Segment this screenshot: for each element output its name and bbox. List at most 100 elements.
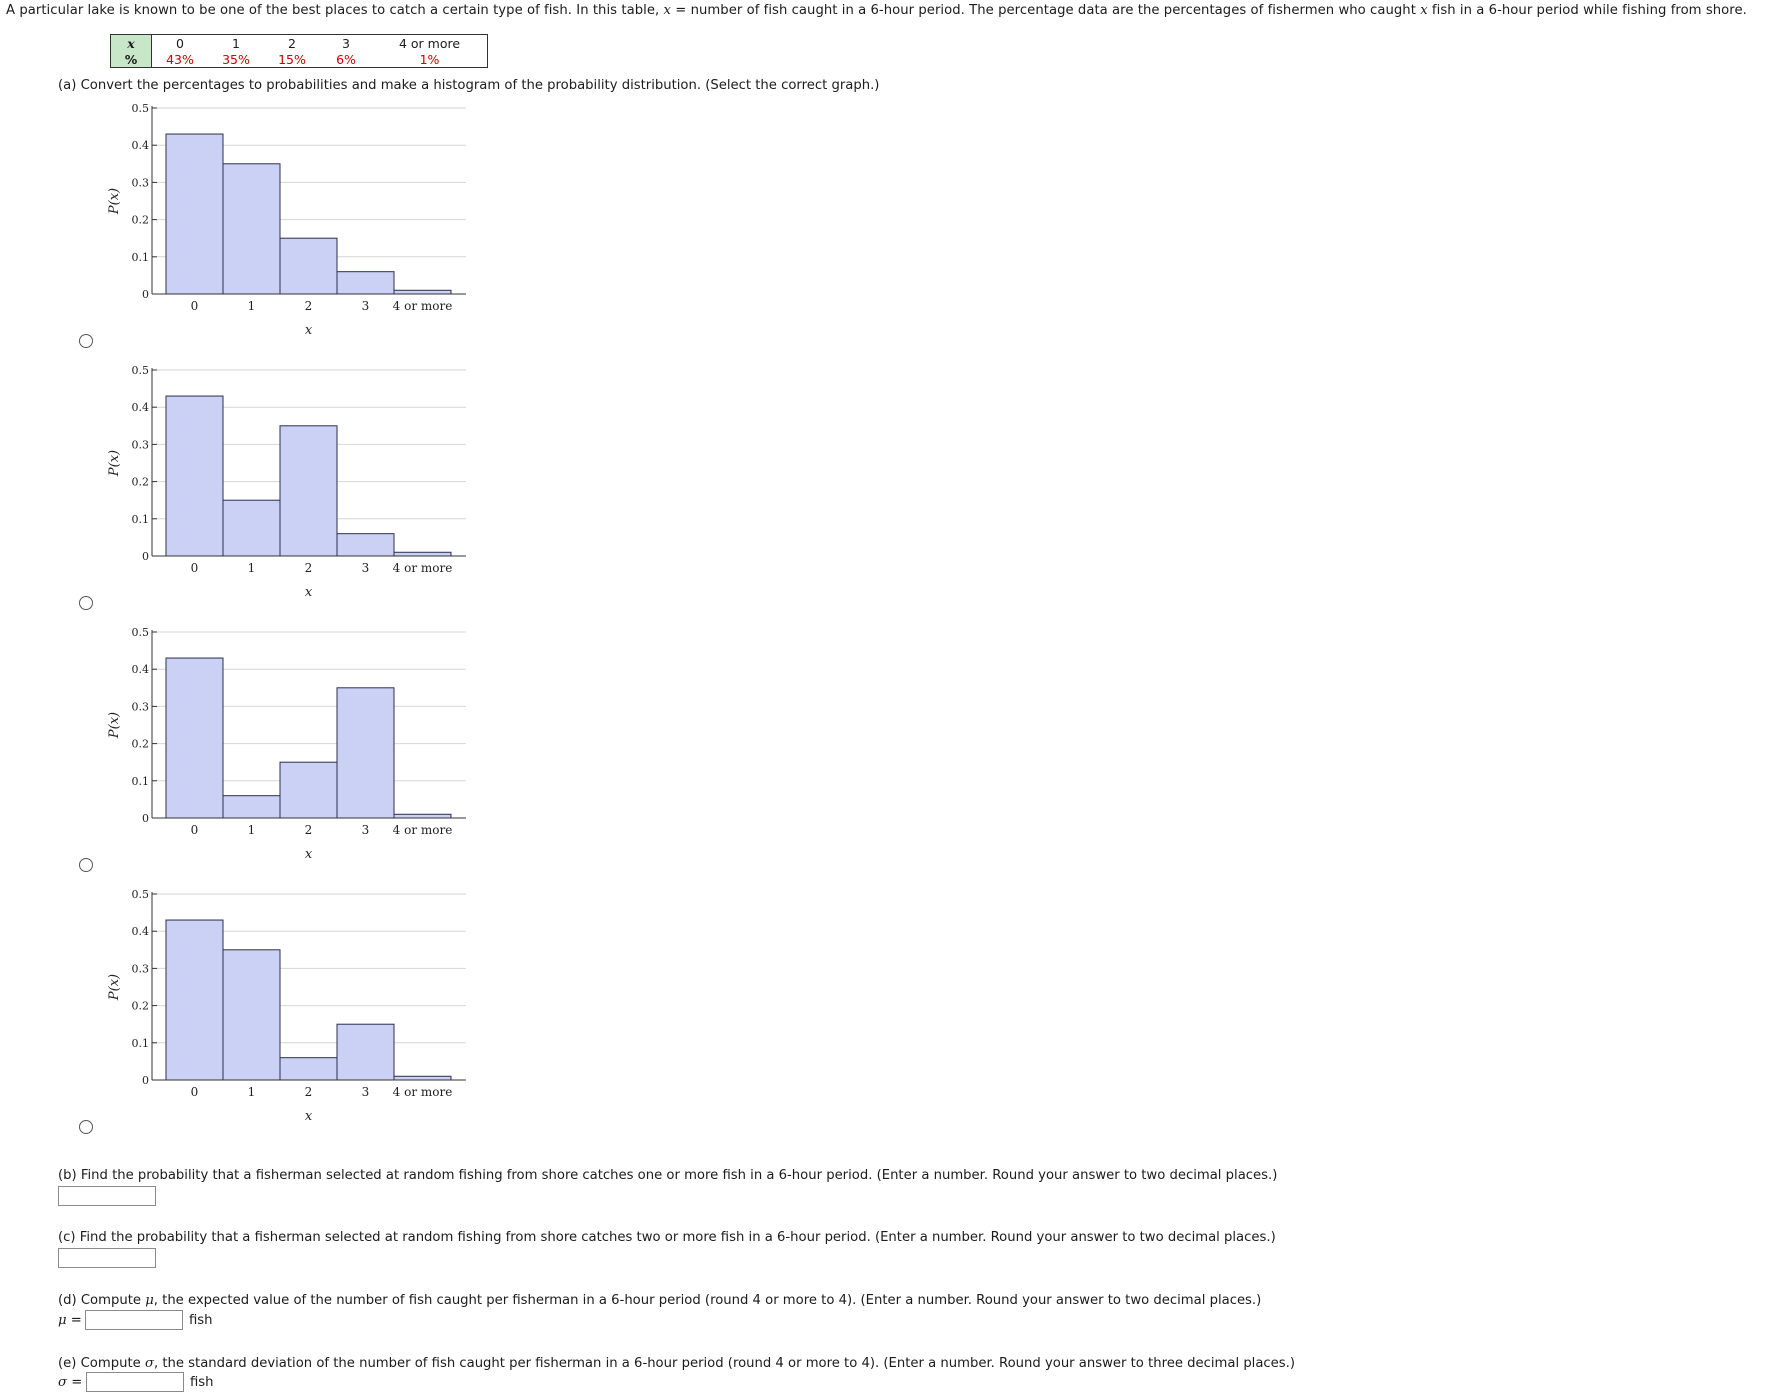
x-tick-label: 2 [305, 1085, 313, 1099]
y-tick-label: 0.5 [132, 888, 150, 901]
histogram-bar [165, 133, 224, 295]
percentage-table: x 0 1 2 3 4 or more % 43% 35% 15% 6% 1% [110, 34, 488, 68]
part-c-answer-input[interactable] [58, 1248, 156, 1268]
histogram-option-4: 0 0.1 0.2 0.3 0.4 0.5 0 1 2 3 4 or more x P(x) [107, 888, 466, 1124]
x-tick-label: 4 or more [393, 561, 453, 575]
x-tick-label: 0 [191, 561, 199, 575]
histogram-bar [336, 271, 395, 295]
intro-text: A particular lake is known to be one of … [6, 3, 1747, 18]
y-tick-label: 0.2 [132, 1000, 150, 1013]
part-d-prompt: (d) Compute μ, the expected value of the… [58, 1293, 1262, 1308]
y-tick-label: 0.3 [132, 700, 150, 713]
x-tick-label: 2 [305, 299, 313, 313]
x-tick-label: 1 [248, 561, 256, 575]
y-tick-label: 0 [142, 550, 149, 563]
histogram-bar [393, 813, 452, 819]
y-tick-label: 0.1 [132, 513, 150, 526]
x-tick-label: 4 or more [393, 1085, 453, 1099]
option-2-radio[interactable] [79, 596, 93, 610]
table-cell-x: 0 [151, 34, 208, 51]
x-tick-label: 3 [362, 823, 370, 837]
mu-unit: fish [189, 1313, 213, 1328]
histogram-bar [222, 499, 281, 557]
histogram-bar [165, 657, 224, 819]
option-3-radio[interactable] [79, 858, 93, 872]
y-tick-label: 0.3 [132, 176, 150, 189]
y-axis-label: P(x) [107, 450, 122, 477]
histogram-bar [279, 425, 338, 557]
histogram-bar [393, 1075, 452, 1081]
table-cell-percent: 6% [320, 51, 372, 68]
y-tick-label: 0.5 [132, 102, 150, 115]
y-tick-label: 0.2 [132, 214, 150, 227]
x-tick-label: 1 [248, 823, 256, 837]
mu-label: μ = [58, 1313, 82, 1328]
y-tick-label: 0.4 [132, 139, 150, 152]
y-axis-label: P(x) [107, 188, 122, 215]
x-tick-label: 2 [305, 561, 313, 575]
histogram-bar [279, 1057, 338, 1081]
histogram-bar [222, 795, 281, 819]
table-cell-x: 3 [320, 34, 372, 51]
y-tick-label: 0.5 [132, 364, 150, 377]
table-cell-x: 1 [208, 34, 264, 51]
mu-answer-input[interactable] [85, 1310, 183, 1330]
sigma-unit: fish [190, 1375, 214, 1390]
x-tick-label: 3 [362, 561, 370, 575]
x-tick-label: 0 [191, 823, 199, 837]
y-tick-label: 0.2 [132, 738, 150, 751]
x-axis-label: x [305, 585, 313, 600]
y-tick-label: 0.5 [132, 626, 150, 639]
table-header-x: x [110, 34, 152, 51]
x-tick-label: 3 [362, 1085, 370, 1099]
histogram-bar [222, 163, 281, 295]
part-c-prompt: (c) Find the probability that a fisherma… [58, 1230, 1276, 1245]
table-header-percent: % [110, 51, 152, 68]
y-tick-label: 0 [142, 812, 149, 825]
part-b-answer-input[interactable] [58, 1186, 156, 1206]
x-axis-label: x [305, 847, 313, 862]
histogram-bar [336, 1023, 395, 1081]
option-1-radio[interactable] [79, 334, 93, 348]
table-cell-x: 2 [264, 34, 320, 51]
table-cell-x: 4 or more [372, 34, 488, 51]
x-tick-label: 0 [191, 299, 199, 313]
histogram-option-2: 0 0.1 0.2 0.3 0.4 0.5 0 1 2 3 4 or more x P(x) [107, 364, 466, 600]
histogram-option-1: 0 0.1 0.2 0.3 0.4 0.5 0 1 2 3 4 or more x P(x) [107, 102, 466, 338]
histogram-bar [336, 687, 395, 819]
y-tick-label: 0.4 [132, 401, 150, 414]
x-tick-label: 1 [248, 1085, 256, 1099]
x-tick-label: 4 or more [393, 823, 453, 837]
table-row-x: x 0 1 2 3 4 or more [110, 34, 488, 51]
option-4-radio[interactable] [79, 1120, 93, 1134]
y-axis-label: P(x) [107, 974, 122, 1001]
sigma-symbol: σ [144, 1356, 154, 1371]
x-tick-label: 1 [248, 299, 256, 313]
x-axis-label: x [305, 323, 313, 338]
histogram-bar [279, 761, 338, 819]
mu-symbol: μ [145, 1293, 154, 1308]
histogram-bar [165, 919, 224, 1081]
histogram-bar [336, 533, 395, 557]
x-axis-label: x [305, 1109, 313, 1124]
part-e-prompt: (e) Compute σ, the standard deviation of… [58, 1356, 1296, 1371]
table-cell-percent: 43% [151, 51, 208, 68]
histogram-bar [393, 289, 452, 295]
y-tick-label: 0.1 [132, 1037, 150, 1050]
histogram-bar [165, 395, 224, 557]
y-tick-label: 0.3 [132, 438, 150, 451]
y-tick-label: 0.1 [132, 775, 150, 788]
x-tick-label: 0 [191, 1085, 199, 1099]
histogram-option-3: 0 0.1 0.2 0.3 0.4 0.5 0 1 2 3 4 or more x P(x) [107, 626, 466, 862]
table-cell-percent: 35% [208, 51, 264, 68]
y-tick-label: 0.3 [132, 962, 150, 975]
histogram-bar [393, 551, 452, 557]
sigma-answer-input[interactable] [86, 1372, 184, 1392]
x-tick-label: 4 or more [393, 299, 453, 313]
part-a-prompt: (a) Convert the percentages to probabili… [58, 78, 880, 93]
y-tick-label: 0 [142, 1074, 149, 1087]
y-tick-label: 0.1 [132, 251, 150, 264]
y-tick-label: 0.4 [132, 925, 150, 938]
y-tick-label: 0.2 [132, 476, 150, 489]
x-tick-label: 2 [305, 823, 313, 837]
